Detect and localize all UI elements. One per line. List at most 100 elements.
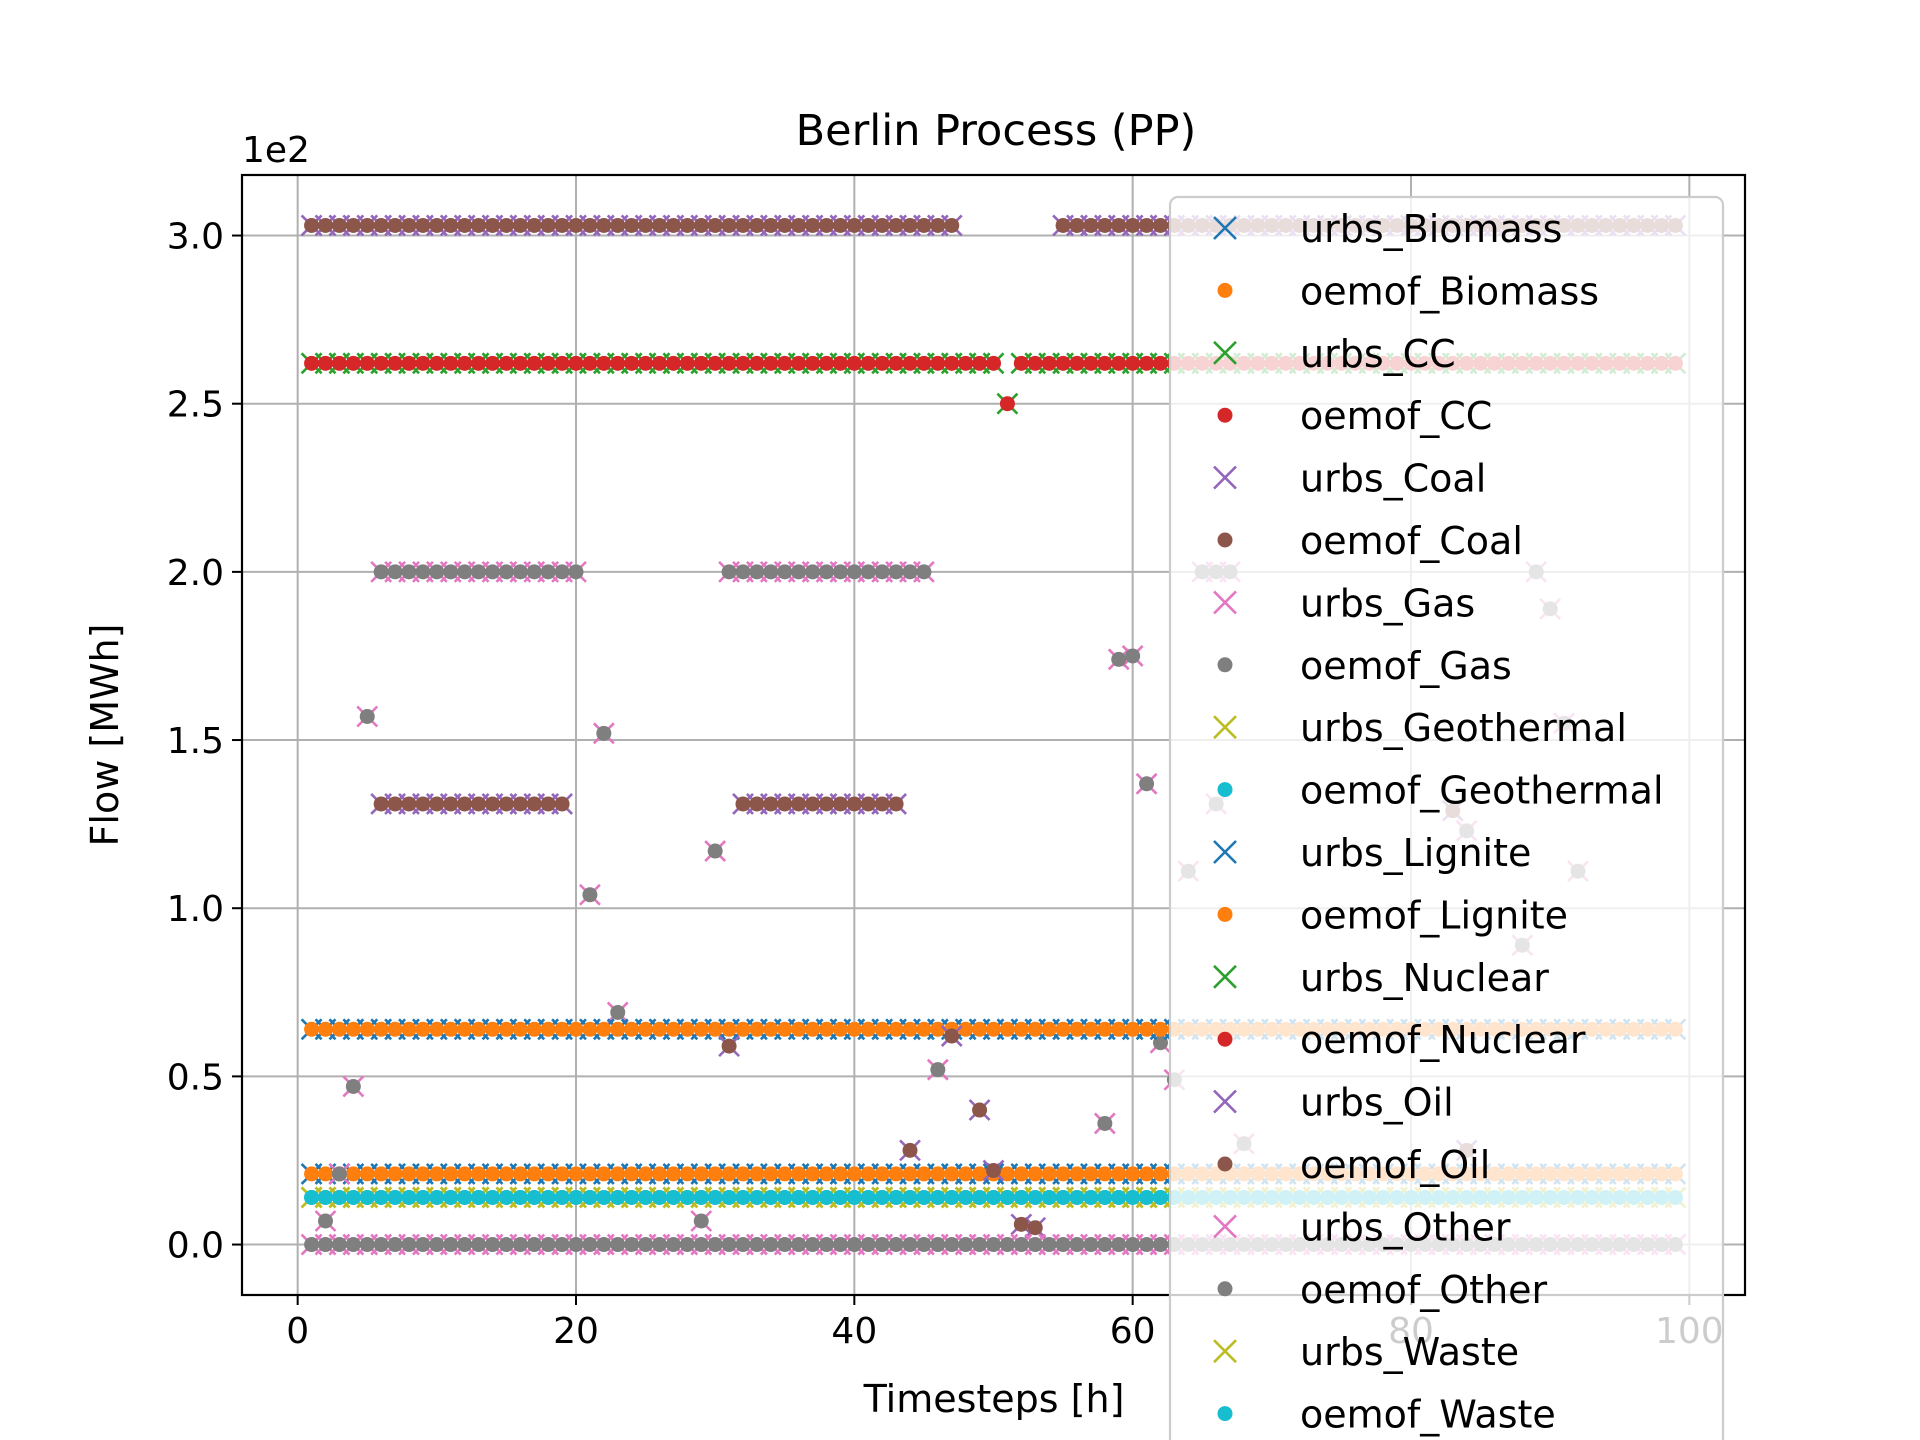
data-point — [1153, 1189, 1168, 1205]
data-point — [373, 1021, 389, 1037]
data-point — [1111, 217, 1127, 233]
data-point — [429, 1237, 445, 1253]
data-point — [331, 355, 347, 371]
data-point — [457, 355, 473, 371]
legend-marker — [1217, 657, 1233, 673]
data-point — [986, 1189, 1001, 1205]
data-point — [958, 355, 974, 371]
data-point — [1027, 1166, 1043, 1182]
data-point — [679, 1237, 695, 1253]
legend-marker — [1217, 906, 1233, 922]
data-point — [415, 217, 431, 233]
data-point — [373, 217, 389, 233]
data-point — [986, 1021, 1001, 1037]
data-point — [860, 1166, 876, 1182]
data-point — [791, 1021, 807, 1037]
x-tick-label: 40 — [831, 1311, 877, 1352]
data-point — [610, 1189, 626, 1205]
x-axis-label: Timesteps [h] — [863, 1377, 1125, 1421]
data-point — [512, 217, 528, 233]
legend-marker — [1217, 1156, 1233, 1172]
data-point — [860, 796, 876, 812]
legend-entry: oemof_Nuclear — [1217, 1018, 1586, 1062]
data-point — [331, 1021, 347, 1037]
data-point — [304, 355, 320, 371]
data-point — [1097, 1166, 1113, 1182]
plot-frame — [240, 173, 1747, 1297]
data-point — [498, 1237, 514, 1253]
data-point — [832, 1166, 848, 1182]
data-point — [930, 1189, 946, 1205]
data-point — [1111, 1166, 1127, 1182]
data-point — [777, 1021, 793, 1037]
data-point — [610, 1004, 626, 1020]
data-point — [972, 1189, 988, 1205]
data-point — [429, 355, 445, 371]
data-point — [568, 1166, 584, 1182]
data-point — [846, 796, 862, 812]
data-point — [665, 1021, 681, 1037]
data-point — [1069, 1166, 1085, 1182]
data-point — [624, 355, 640, 371]
data-point — [874, 1021, 890, 1037]
data-point — [304, 1021, 320, 1037]
legend-label: oemof_CC — [1300, 394, 1492, 438]
data-point — [1139, 1021, 1155, 1037]
data-point — [596, 725, 612, 741]
data-point — [999, 1189, 1015, 1205]
legend-entry: oemof_Waste — [1217, 1393, 1556, 1437]
data-point — [554, 1021, 570, 1037]
data-point — [387, 1021, 403, 1037]
legend-entry: oemof_Oil — [1217, 1143, 1490, 1187]
data-point — [707, 217, 723, 233]
data-point — [930, 355, 946, 371]
data-point — [832, 1021, 848, 1037]
data-point — [443, 355, 459, 371]
data-point — [554, 1237, 570, 1253]
legend-entry: urbs_Other — [1213, 1205, 1511, 1249]
data-point — [763, 217, 779, 233]
data-point — [749, 564, 765, 580]
data-point — [318, 1237, 333, 1253]
data-point — [888, 1237, 904, 1253]
legend-marker — [1213, 715, 1237, 740]
data-point — [1013, 1237, 1029, 1253]
data-point — [373, 564, 389, 580]
data-point — [874, 1189, 890, 1205]
data-point — [359, 355, 375, 371]
data-point — [916, 564, 932, 580]
data-point — [902, 355, 918, 371]
data-point — [512, 1166, 528, 1182]
data-point — [457, 1189, 473, 1205]
data-point — [318, 1166, 333, 1182]
data-point — [387, 1189, 403, 1205]
data-point — [721, 1166, 737, 1182]
data-point — [1027, 1237, 1043, 1253]
data-point — [721, 217, 737, 233]
data-point — [693, 355, 709, 371]
data-point — [916, 1237, 932, 1253]
data-point — [916, 355, 932, 371]
data-point — [331, 217, 347, 233]
legend-entry: urbs_Waste — [1213, 1330, 1519, 1374]
data-point — [512, 1237, 528, 1253]
x-tick-label: 0 — [286, 1311, 309, 1352]
data-point — [540, 1166, 556, 1182]
data-point — [874, 1237, 890, 1253]
data-point — [596, 1021, 612, 1037]
data-point — [596, 1166, 612, 1182]
data-point — [819, 564, 834, 580]
data-point — [777, 1166, 793, 1182]
data-point — [721, 564, 737, 580]
data-point — [1069, 355, 1085, 371]
data-point — [763, 796, 779, 812]
data-point — [721, 1021, 737, 1037]
data-point — [1111, 1189, 1127, 1205]
data-point — [318, 217, 333, 233]
data-point — [554, 796, 570, 812]
legend-label: urbs_Nuclear — [1300, 956, 1549, 1000]
data-point — [819, 355, 834, 371]
data-point — [526, 1166, 542, 1182]
data-point — [498, 564, 514, 580]
data-point — [707, 1237, 723, 1253]
